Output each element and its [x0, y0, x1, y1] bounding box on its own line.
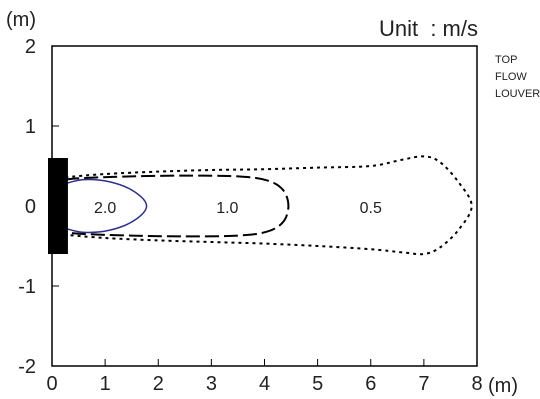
x-tick-label: 3 [206, 373, 217, 395]
side-label-louver: LOUVER [495, 88, 540, 100]
side-label-flow: FLOW [495, 71, 527, 83]
y-tick-label: -2 [18, 356, 36, 378]
x-unit-label: (m) [488, 375, 518, 397]
x-tick-label: 8 [471, 373, 482, 395]
y-tick-label: -1 [18, 276, 36, 298]
x-tick-label: 2 [153, 373, 164, 395]
x-tick-label: 0 [46, 373, 57, 395]
contour-label-2.0: 2.0 [94, 200, 116, 217]
y-tick-label: 0 [25, 196, 36, 218]
x-tick-label: 1 [100, 373, 111, 395]
y-tick-label: 1 [25, 116, 36, 138]
contour-line-0.5 [65, 155, 473, 256]
x-tick-label: 5 [312, 373, 323, 395]
contour-line-2.0 [65, 178, 148, 234]
side-label-top: TOP [495, 54, 518, 66]
louver-source-block [48, 158, 68, 254]
contour-line-1.0 [65, 174, 290, 238]
y-tick-label: 2 [25, 36, 36, 58]
contour-label-1.0: 1.0 [216, 200, 238, 217]
x-tick-label: 7 [418, 373, 429, 395]
x-tick-label: 4 [259, 373, 270, 395]
contour-label-0.5: 0.5 [360, 200, 382, 217]
y-unit-label: (m) [6, 9, 36, 31]
x-tick-label: 6 [365, 373, 376, 395]
unit-label: Unit : m/s [379, 16, 478, 41]
